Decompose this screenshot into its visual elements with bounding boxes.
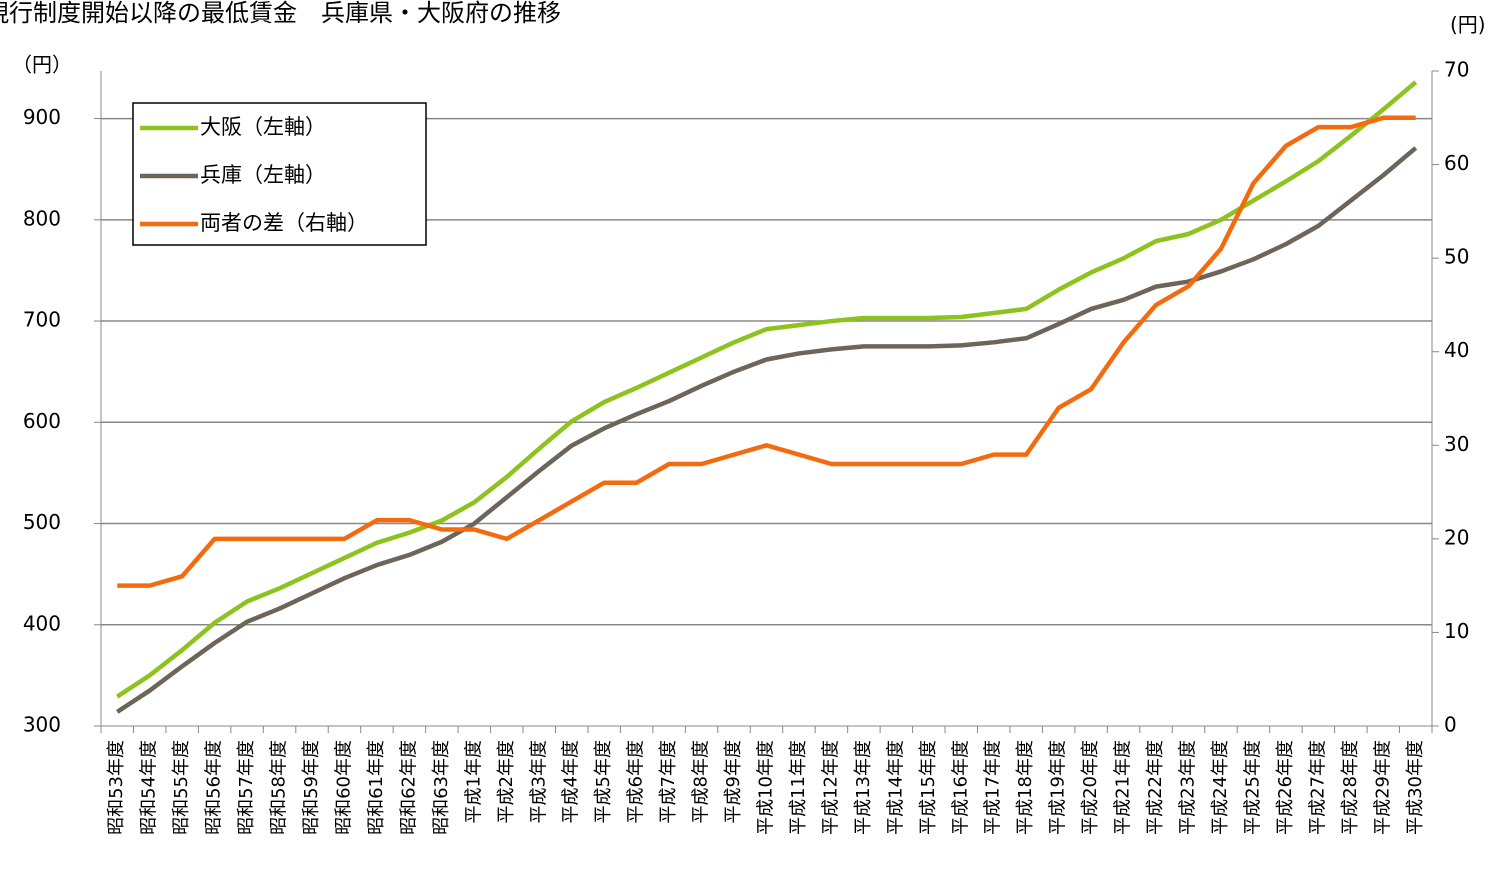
x-tick-label: 平成17年度 (983, 740, 1004, 835)
y2-tick-label: 60 (1444, 151, 1469, 175)
x-tick-label: 昭和56年度 (204, 740, 225, 835)
x-tick-label: 平成21年度 (1113, 740, 1134, 835)
series-line (115, 80, 1418, 699)
x-tick-label: 平成15年度 (918, 740, 939, 835)
y2-tick-label: 20 (1444, 525, 1469, 549)
y-tick-label: 600 (23, 409, 61, 433)
x-tick-label: 平成23年度 (1178, 740, 1199, 835)
legend-label: 両者の差（右軸） (200, 211, 368, 235)
y-tick-label: 400 (23, 611, 61, 635)
x-tick-label: 平成22年度 (1145, 740, 1166, 835)
series-line (117, 115, 1416, 588)
x-tick-label: 平成28年度 (1340, 740, 1361, 835)
x-tick-label: 平成14年度 (885, 740, 906, 835)
x-tick-label: 平成13年度 (853, 740, 874, 835)
x-tick-label: 平成29年度 (1372, 740, 1393, 835)
x-tick-label: 平成19年度 (1048, 740, 1069, 835)
x-tick-label: 平成3年度 (528, 740, 549, 823)
x-tick-label: 平成11年度 (788, 740, 809, 835)
y-tick-label: 900 (23, 105, 61, 129)
x-tick-label: 昭和60年度 (333, 740, 354, 835)
x-tick-label: 平成20年度 (1080, 740, 1101, 835)
x-tick-label: 昭和55年度 (171, 740, 192, 835)
x-tick-label: 平成9年度 (723, 740, 744, 823)
y-tick-label: 700 (23, 308, 61, 332)
x-tick-label: 平成10年度 (756, 740, 777, 835)
x-tick-label: 昭和62年度 (398, 740, 419, 835)
x-tick-label: 平成1年度 (463, 740, 484, 823)
y-tick-label: 800 (23, 206, 61, 230)
legend-label: 兵庫（左軸） (200, 163, 326, 187)
x-tick-label: 昭和59年度 (301, 740, 322, 835)
series-line (115, 146, 1418, 714)
x-tick-label: 平成7年度 (658, 740, 679, 823)
x-tick-label: 昭和58年度 (269, 740, 290, 835)
x-tick-label: 平成30年度 (1405, 740, 1426, 835)
x-tick-label: 昭和57年度 (236, 740, 257, 835)
x-tick-label: 平成4年度 (561, 740, 582, 823)
x-tick-label: 平成18年度 (1015, 740, 1036, 835)
y2-tick-label: 10 (1444, 619, 1469, 643)
x-tick-label: 昭和63年度 (431, 740, 452, 835)
x-tick-label: 平成26年度 (1275, 740, 1296, 835)
y2-tick-label: 0 (1444, 713, 1457, 737)
y2-tick-label: 30 (1444, 432, 1469, 456)
y2-tick-label: 50 (1444, 245, 1469, 269)
x-tick-label: 平成8年度 (691, 740, 712, 823)
chart-title: 現行制度開始以降の最低賃金 兵庫県・大阪府の推移 (0, 0, 561, 27)
x-tick-label: 昭和61年度 (366, 740, 387, 835)
y-tick-label: 300 (23, 713, 61, 737)
x-tick-label: 平成2年度 (496, 740, 517, 823)
x-tick-label: 平成27年度 (1307, 740, 1328, 835)
y-tick-label: 500 (23, 510, 61, 534)
x-tick-label: 昭和54年度 (139, 740, 160, 835)
x-tick-label: 昭和53年度 (106, 740, 127, 835)
y2-tick-label: 70 (1444, 58, 1469, 82)
y2-tick-label: 40 (1444, 338, 1469, 362)
legend-label: 大阪（左軸） (200, 115, 326, 139)
x-tick-label: 平成6年度 (626, 740, 647, 823)
x-tick-label: 平成12年度 (820, 740, 841, 835)
x-tick-label: 平成16年度 (950, 740, 971, 835)
x-tick-label: 平成24年度 (1210, 740, 1231, 835)
y-unit: （円） (12, 53, 72, 77)
x-tick-label: 平成5年度 (593, 740, 614, 823)
y2-unit: (円) (1450, 13, 1486, 37)
x-tick-label: 平成25年度 (1242, 740, 1263, 835)
